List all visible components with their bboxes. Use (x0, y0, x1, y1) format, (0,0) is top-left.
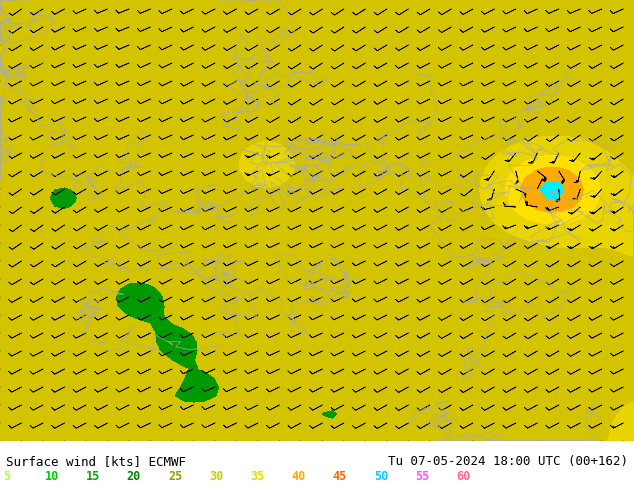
Text: 40: 40 (292, 469, 306, 483)
Text: 50: 50 (374, 469, 388, 483)
Text: 10: 10 (44, 469, 58, 483)
Text: Surface wind [kts] ECMWF: Surface wind [kts] ECMWF (6, 455, 186, 468)
Text: 25: 25 (168, 469, 182, 483)
Text: 45: 45 (333, 469, 347, 483)
Text: 30: 30 (209, 469, 223, 483)
Text: 55: 55 (415, 469, 429, 483)
Text: 5: 5 (3, 469, 10, 483)
Text: Tu 07-05-2024 18:00 UTC (00+162): Tu 07-05-2024 18:00 UTC (00+162) (387, 455, 628, 468)
Text: 35: 35 (250, 469, 264, 483)
Text: 60: 60 (456, 469, 470, 483)
Text: 15: 15 (86, 469, 100, 483)
Text: 20: 20 (127, 469, 141, 483)
